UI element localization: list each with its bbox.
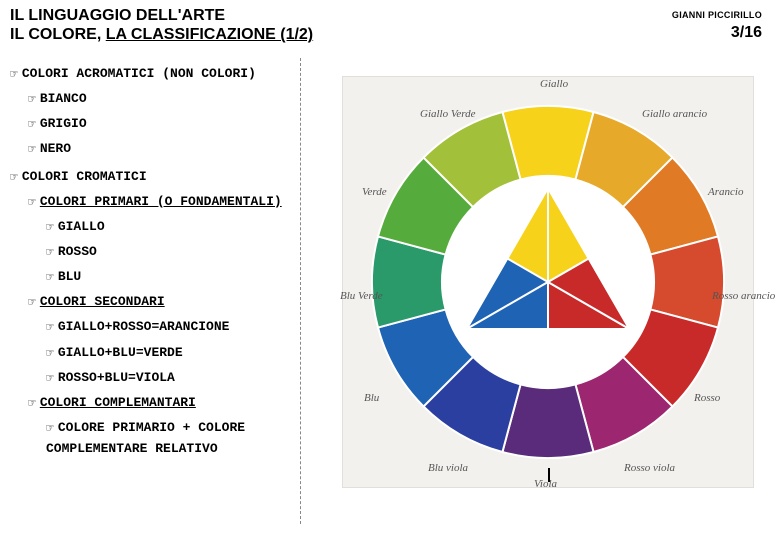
hand-pointer-icon: ☞ bbox=[28, 293, 36, 313]
vertical-divider bbox=[300, 58, 301, 524]
title-line2-plain: IL COLORE, bbox=[10, 26, 106, 43]
outline-item-text: GIALLO bbox=[58, 219, 105, 234]
color-wheel-figure: GialloGiallo arancioArancioRosso arancio… bbox=[342, 76, 754, 488]
outline-item: ☞ GIALLO bbox=[46, 217, 288, 238]
outline-item-text: COLORI SECONDARI bbox=[40, 294, 165, 309]
color-wheel-svg bbox=[342, 76, 754, 488]
wheel-segment-label: Arancio bbox=[708, 186, 743, 198]
outline-item-text: COLORI COMPLEMANTARI bbox=[40, 395, 196, 410]
title-line2: IL COLORE, LA CLASSIFICAZIONE (1/2) bbox=[10, 25, 770, 44]
outline-item-text: COLORE PRIMARIO + COLORE COMPLEMENTARE R… bbox=[46, 420, 245, 456]
outline-item: ☞ COLORI ACROMATICI (NON COLORI) bbox=[10, 64, 288, 85]
hand-pointer-icon: ☞ bbox=[28, 394, 36, 414]
hand-pointer-icon: ☞ bbox=[46, 419, 54, 439]
hand-pointer-icon: ☞ bbox=[46, 344, 54, 364]
outline-item-text: COLORI PRIMARI (O FONDAMENTALI) bbox=[40, 194, 282, 209]
outline-item: ☞ COLORI PRIMARI (O FONDAMENTALI) bbox=[28, 192, 288, 213]
outline-item: ☞ NERO bbox=[28, 139, 288, 160]
outline-item-text: GIALLO+BLU=VERDE bbox=[58, 345, 183, 360]
wheel-segment-label: Blu bbox=[364, 392, 379, 404]
wheel-segment-label: Blu viola bbox=[428, 462, 468, 474]
hand-pointer-icon: ☞ bbox=[28, 193, 36, 213]
outline-item: ☞ ROSSO+BLU=VIOLA bbox=[46, 368, 288, 389]
hand-pointer-icon: ☞ bbox=[28, 115, 36, 135]
hand-pointer-icon: ☞ bbox=[46, 369, 54, 389]
wheel-segment-label: Rosso bbox=[694, 392, 720, 404]
outline-item-text: ROSSO+BLU=VIOLA bbox=[58, 370, 175, 385]
hand-pointer-icon: ☞ bbox=[46, 268, 54, 288]
outline-item-text: COLORI ACROMATICI (NON COLORI) bbox=[22, 66, 256, 81]
hand-pointer-icon: ☞ bbox=[28, 90, 36, 110]
outline-item: ☞ BIANCO bbox=[28, 89, 288, 110]
wheel-segment-label: Giallo Verde bbox=[420, 108, 476, 120]
hand-pointer-icon: ☞ bbox=[28, 140, 36, 160]
outline-item: ☞ COLORI CROMATICI bbox=[10, 167, 288, 188]
outline-item-text: NERO bbox=[40, 141, 71, 156]
hand-pointer-icon: ☞ bbox=[46, 243, 54, 263]
outline-item: ☞ COLORI SECONDARI bbox=[28, 292, 288, 313]
outline-item-text: BLU bbox=[58, 269, 81, 284]
wheel-segment-label: Viola bbox=[534, 478, 557, 490]
outline-item-text: GIALLO+ROSSO=ARANCIONE bbox=[58, 319, 230, 334]
outline-item: ☞ COLORI COMPLEMANTARI bbox=[28, 393, 288, 414]
wheel-segment-label: Giallo bbox=[540, 78, 568, 90]
title-line1: IL LINGUAGGIO DELL'ARTE bbox=[10, 6, 770, 25]
outline-item-text: BIANCO bbox=[40, 91, 87, 106]
outline-item-text: ROSSO bbox=[58, 244, 97, 259]
hand-pointer-icon: ☞ bbox=[10, 168, 18, 188]
hand-pointer-icon: ☞ bbox=[46, 318, 54, 338]
outline-item-text: GRIGIO bbox=[40, 116, 87, 131]
hand-pointer-icon: ☞ bbox=[10, 65, 18, 85]
title-line2-underlined: LA CLASSIFICAZIONE (1/2) bbox=[106, 26, 313, 43]
outline-list: ☞ COLORI ACROMATICI (NON COLORI) ☞ BIANCO ☞ G… bbox=[10, 58, 288, 459]
wheel-segment-label: Verde bbox=[362, 186, 387, 198]
outline-item: ☞COLORE PRIMARIO + COLORE COMPLEMENTARE … bbox=[46, 418, 288, 459]
hand-pointer-icon: ☞ bbox=[46, 218, 54, 238]
outline-item: ☞ GIALLO+BLU=VERDE bbox=[46, 343, 288, 364]
wheel-segment-label: Rosso viola bbox=[624, 462, 675, 474]
caret-cursor bbox=[548, 468, 550, 482]
wheel-segment-label: Giallo arancio bbox=[642, 108, 707, 120]
outline-item: ☞ ROSSO bbox=[46, 242, 288, 263]
wheel-segment-label: Rosso arancio bbox=[712, 290, 775, 302]
outline-item: ☞ GRIGIO bbox=[28, 114, 288, 135]
page-number: 3/16 bbox=[731, 24, 762, 42]
wheel-segment-label: Blu Verde bbox=[340, 290, 383, 302]
outline-item: ☞ BLU bbox=[46, 267, 288, 288]
outline-item-text: COLORI CROMATICI bbox=[22, 169, 147, 184]
slide-header: IL LINGUAGGIO DELL'ARTE IL COLORE, LA CL… bbox=[10, 6, 770, 52]
outline-item: ☞ GIALLO+ROSSO=ARANCIONE bbox=[46, 317, 288, 338]
author-label: GIANNI PICCIRILLO bbox=[672, 10, 762, 20]
